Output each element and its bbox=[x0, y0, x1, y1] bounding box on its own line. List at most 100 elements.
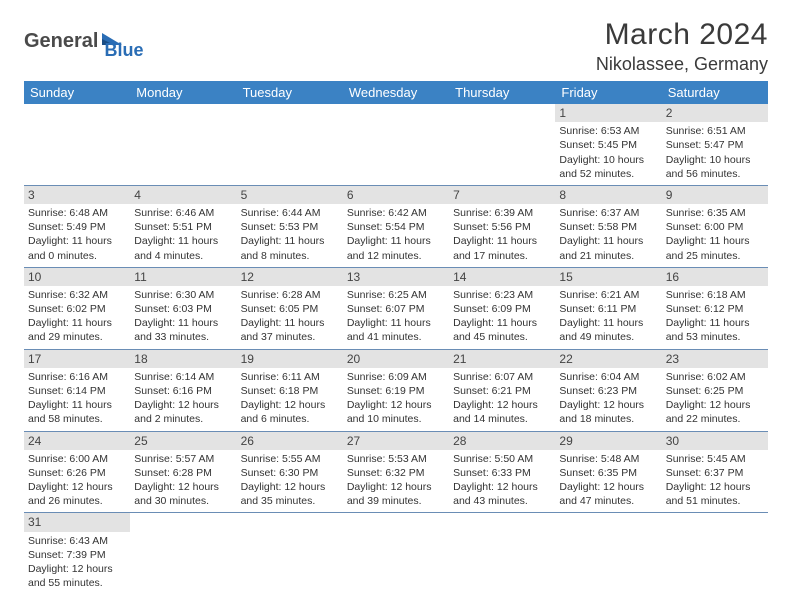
day-number: 2 bbox=[662, 104, 768, 122]
day-detail-line: and 37 minutes. bbox=[241, 330, 339, 344]
calendar-day-cell: 27Sunrise: 5:53 AMSunset: 6:32 PMDayligh… bbox=[343, 431, 449, 513]
day-detail-line: Sunset: 6:37 PM bbox=[666, 466, 764, 480]
day-detail-line: Sunrise: 6:16 AM bbox=[28, 370, 126, 384]
day-header: Tuesday bbox=[237, 81, 343, 104]
day-detail-line: Daylight: 11 hours bbox=[453, 234, 551, 248]
day-header: Thursday bbox=[449, 81, 555, 104]
calendar-day-cell: 24Sunrise: 6:00 AMSunset: 6:26 PMDayligh… bbox=[24, 431, 130, 513]
day-detail-line: Sunrise: 6:51 AM bbox=[666, 124, 764, 138]
day-detail-line: and 8 minutes. bbox=[241, 249, 339, 263]
calendar-day-cell: 21Sunrise: 6:07 AMSunset: 6:21 PMDayligh… bbox=[449, 349, 555, 431]
day-detail-line: Sunset: 6:23 PM bbox=[559, 384, 657, 398]
day-detail-line: Sunset: 5:45 PM bbox=[559, 138, 657, 152]
day-detail-line: Sunset: 6:18 PM bbox=[241, 384, 339, 398]
day-number: 25 bbox=[130, 432, 236, 450]
day-detail-line: Daylight: 11 hours bbox=[28, 234, 126, 248]
day-detail-line: Daylight: 11 hours bbox=[453, 316, 551, 330]
day-detail-line: Sunset: 6:02 PM bbox=[28, 302, 126, 316]
day-detail-line: Daylight: 12 hours bbox=[559, 398, 657, 412]
day-detail-line: Daylight: 12 hours bbox=[347, 480, 445, 494]
logo: General Blue bbox=[24, 22, 144, 61]
title-block: March 2024 Nikolassee, Germany bbox=[596, 18, 768, 75]
day-detail-line: Sunset: 6:09 PM bbox=[453, 302, 551, 316]
day-detail-line: and 55 minutes. bbox=[28, 576, 126, 590]
calendar-empty-cell bbox=[237, 513, 343, 594]
calendar-day-cell: 7Sunrise: 6:39 AMSunset: 5:56 PMDaylight… bbox=[449, 185, 555, 267]
calendar-empty-cell bbox=[237, 104, 343, 185]
day-detail-line: Daylight: 11 hours bbox=[134, 316, 232, 330]
day-number: 26 bbox=[237, 432, 343, 450]
calendar-body: 1Sunrise: 6:53 AMSunset: 5:45 PMDaylight… bbox=[24, 104, 768, 594]
day-detail-line: and 25 minutes. bbox=[666, 249, 764, 263]
day-detail-line: Daylight: 12 hours bbox=[28, 562, 126, 576]
calendar-day-cell: 6Sunrise: 6:42 AMSunset: 5:54 PMDaylight… bbox=[343, 185, 449, 267]
day-detail-line: Sunset: 6:14 PM bbox=[28, 384, 126, 398]
day-detail-line: and 52 minutes. bbox=[559, 167, 657, 181]
day-detail-line: Sunset: 6:25 PM bbox=[666, 384, 764, 398]
day-number: 16 bbox=[662, 268, 768, 286]
day-detail-line: and 12 minutes. bbox=[347, 249, 445, 263]
calendar-day-cell: 18Sunrise: 6:14 AMSunset: 6:16 PMDayligh… bbox=[130, 349, 236, 431]
calendar-day-cell: 15Sunrise: 6:21 AMSunset: 6:11 PMDayligh… bbox=[555, 267, 661, 349]
day-detail-line: Sunrise: 6:30 AM bbox=[134, 288, 232, 302]
day-detail-line: and 39 minutes. bbox=[347, 494, 445, 508]
day-number: 11 bbox=[130, 268, 236, 286]
day-header: Saturday bbox=[662, 81, 768, 104]
day-number: 8 bbox=[555, 186, 661, 204]
day-detail-line: Sunrise: 5:45 AM bbox=[666, 452, 764, 466]
day-number: 12 bbox=[237, 268, 343, 286]
calendar-header-row: SundayMondayTuesdayWednesdayThursdayFrid… bbox=[24, 81, 768, 104]
day-detail-line: and 6 minutes. bbox=[241, 412, 339, 426]
day-number: 4 bbox=[130, 186, 236, 204]
day-number: 13 bbox=[343, 268, 449, 286]
day-detail-line: Sunset: 6:05 PM bbox=[241, 302, 339, 316]
calendar-empty-cell bbox=[130, 104, 236, 185]
day-detail-line: Sunset: 6:26 PM bbox=[28, 466, 126, 480]
header: General Blue March 2024 Nikolassee, Germ… bbox=[24, 18, 768, 75]
day-detail-line: and 41 minutes. bbox=[347, 330, 445, 344]
day-detail-line: Daylight: 11 hours bbox=[347, 234, 445, 248]
calendar-day-cell: 20Sunrise: 6:09 AMSunset: 6:19 PMDayligh… bbox=[343, 349, 449, 431]
calendar-day-cell: 1Sunrise: 6:53 AMSunset: 5:45 PMDaylight… bbox=[555, 104, 661, 185]
day-detail-line: and 26 minutes. bbox=[28, 494, 126, 508]
day-detail-line: and 51 minutes. bbox=[666, 494, 764, 508]
day-detail-line: Sunrise: 6:09 AM bbox=[347, 370, 445, 384]
day-number: 9 bbox=[662, 186, 768, 204]
day-detail-line: and 17 minutes. bbox=[453, 249, 551, 263]
day-detail-line: and 56 minutes. bbox=[666, 167, 764, 181]
calendar-day-cell: 30Sunrise: 5:45 AMSunset: 6:37 PMDayligh… bbox=[662, 431, 768, 513]
day-number: 29 bbox=[555, 432, 661, 450]
day-detail-line: Sunset: 6:11 PM bbox=[559, 302, 657, 316]
day-detail-line: and 2 minutes. bbox=[134, 412, 232, 426]
day-header: Monday bbox=[130, 81, 236, 104]
day-detail-line: Daylight: 12 hours bbox=[347, 398, 445, 412]
day-detail-line: and 14 minutes. bbox=[453, 412, 551, 426]
day-detail-line: Sunrise: 5:55 AM bbox=[241, 452, 339, 466]
day-detail-line: Daylight: 11 hours bbox=[347, 316, 445, 330]
day-detail-line: and 45 minutes. bbox=[453, 330, 551, 344]
day-detail-line: Sunset: 5:47 PM bbox=[666, 138, 764, 152]
day-detail-line: Daylight: 12 hours bbox=[666, 398, 764, 412]
day-detail-line: and 49 minutes. bbox=[559, 330, 657, 344]
calendar-day-cell: 4Sunrise: 6:46 AMSunset: 5:51 PMDaylight… bbox=[130, 185, 236, 267]
day-detail-line: Daylight: 11 hours bbox=[241, 234, 339, 248]
calendar-day-cell: 26Sunrise: 5:55 AMSunset: 6:30 PMDayligh… bbox=[237, 431, 343, 513]
day-detail-line: Daylight: 12 hours bbox=[134, 480, 232, 494]
day-detail-line: Sunrise: 6:35 AM bbox=[666, 206, 764, 220]
day-number: 10 bbox=[24, 268, 130, 286]
day-detail-line: Sunset: 5:54 PM bbox=[347, 220, 445, 234]
day-number: 6 bbox=[343, 186, 449, 204]
day-detail-line: Sunset: 6:28 PM bbox=[134, 466, 232, 480]
day-detail-line: Sunrise: 6:11 AM bbox=[241, 370, 339, 384]
day-detail-line: Sunrise: 6:53 AM bbox=[559, 124, 657, 138]
day-number: 31 bbox=[24, 513, 130, 531]
day-detail-line: Sunrise: 6:39 AM bbox=[453, 206, 551, 220]
day-number: 28 bbox=[449, 432, 555, 450]
day-detail-line: Sunset: 6:32 PM bbox=[347, 466, 445, 480]
day-detail-line: Daylight: 12 hours bbox=[453, 398, 551, 412]
day-detail-line: Sunrise: 6:18 AM bbox=[666, 288, 764, 302]
calendar-day-cell: 10Sunrise: 6:32 AMSunset: 6:02 PMDayligh… bbox=[24, 267, 130, 349]
day-detail-line: Sunrise: 6:43 AM bbox=[28, 534, 126, 548]
day-number: 27 bbox=[343, 432, 449, 450]
day-detail-line: Sunset: 6:35 PM bbox=[559, 466, 657, 480]
